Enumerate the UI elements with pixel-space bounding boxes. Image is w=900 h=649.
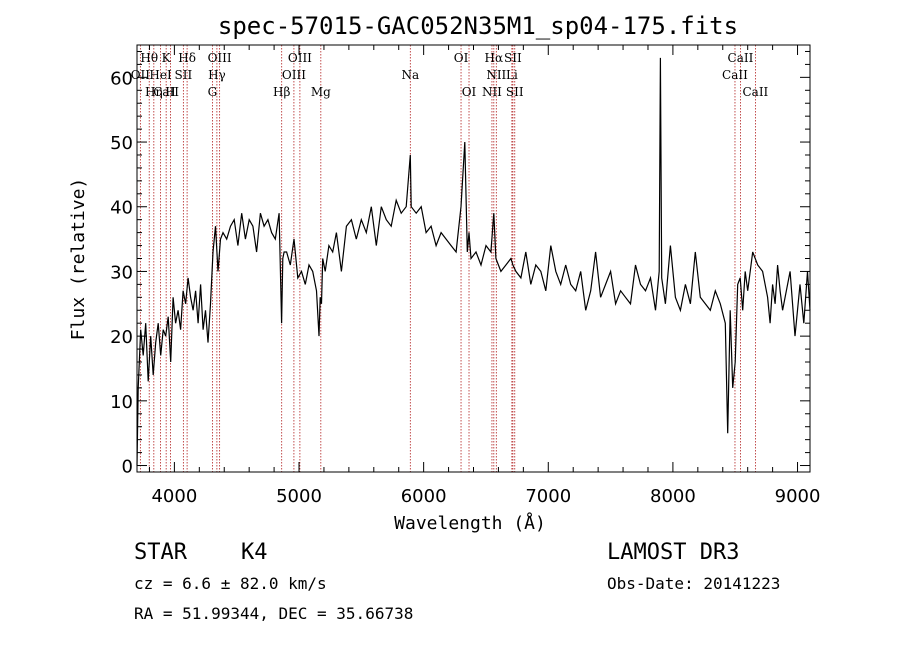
marker-label: Hη [145, 85, 163, 99]
marker-label: OIII [288, 51, 312, 65]
marker-label: NII [486, 68, 506, 82]
marker-label: CaII [153, 85, 179, 99]
x-tick-label: 9000 [775, 486, 821, 507]
x-tick-label: 4000 [151, 486, 197, 507]
x-axis-label: Wavelength (Å) [394, 512, 546, 534]
y-tick-label: 0 [122, 457, 133, 478]
marker-label: SII [504, 51, 522, 65]
marker-label: CaII [742, 85, 768, 99]
x-tick-label: 6000 [401, 486, 447, 507]
y-tick-label: 60 [110, 68, 133, 89]
survey-name: LAMOST DR3 [607, 540, 740, 565]
marker-label: Hβ [273, 85, 290, 99]
y-axis: 0 10 20 30 40 50 60 [110, 50, 810, 478]
marker-label: CaII [728, 51, 754, 65]
y-tick-label: 50 [110, 133, 133, 154]
spectrum-series [136, 57, 811, 466]
marker-label: Li [506, 68, 518, 82]
marker-label: K [162, 51, 172, 65]
marker-label: Hγ [208, 68, 226, 82]
marker-label: Hα [485, 51, 504, 65]
observation-date: Obs-Date: 20141223 [607, 574, 781, 593]
marker-label: OI [454, 51, 469, 65]
redshift-value: cz = 6.6 ± 82.0 km/s [134, 574, 327, 593]
marker-label: OIII [282, 68, 306, 82]
marker-label: SII [175, 68, 193, 82]
marker-label: OIII [208, 51, 232, 65]
marker-label: Mg [311, 85, 331, 99]
marker-label: G [208, 85, 218, 99]
marker-label: NII [482, 85, 502, 99]
y-tick-label: 30 [110, 262, 133, 283]
marker-label: SII [506, 85, 524, 99]
y-tick-label: 40 [110, 198, 133, 219]
x-axis: 4000 5000 6000 7000 8000 9000 [148, 45, 821, 507]
x-tick-label: 8000 [650, 486, 696, 507]
marker-label: H [165, 85, 175, 99]
marker-label: Hθ [140, 51, 158, 65]
x-tick-label: 7000 [525, 486, 571, 507]
y-axis-label: Flux (relative) [68, 178, 89, 341]
y-tick-label: 10 [110, 392, 133, 413]
spectrum-line [136, 57, 811, 466]
marker-label: Na [401, 68, 419, 82]
emission-line-markers [139, 45, 756, 472]
marker-label: Hδ [178, 51, 196, 65]
object-type: STAR [134, 540, 187, 565]
marker-label: HeI [149, 68, 172, 82]
marker-label: OII [131, 68, 151, 82]
x-tick-label: 5000 [276, 486, 322, 507]
chart-title: spec-57015-GAC052N35M1_sp04-175.fits [218, 12, 738, 40]
marker-label: CaII [722, 68, 748, 82]
y-tick-label: 20 [110, 327, 133, 348]
plot-frame [136, 44, 811, 473]
spectral-subclass: K4 [241, 540, 268, 565]
marker-label: OI [462, 85, 477, 99]
sky-coordinates: RA = 51.99344, DEC = 35.66738 [134, 604, 414, 623]
